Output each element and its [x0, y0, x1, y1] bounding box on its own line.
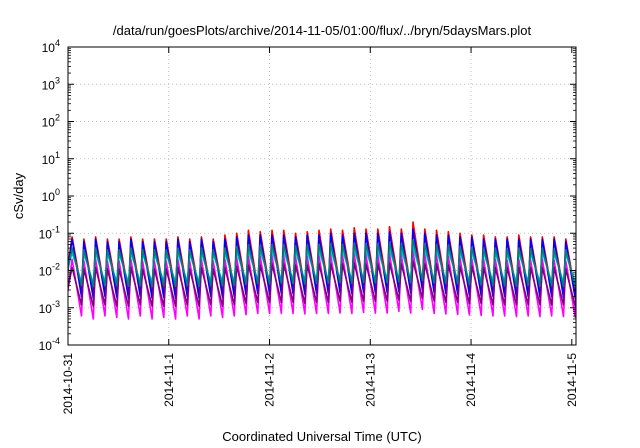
x-tick-label: 2014-11-1: [162, 353, 176, 407]
y-tick-label: 103: [42, 75, 60, 92]
y-tick-label: 104: [42, 38, 60, 55]
x-tick-label: 2014-11-3: [363, 353, 377, 407]
axis-ticks: [67, 46, 576, 346]
series-line-4: [68, 260, 576, 307]
y-tick-label: 10-2: [39, 262, 60, 279]
series-layer: [68, 221, 576, 320]
y-tick-label: 100: [42, 187, 60, 204]
x-tick-labels: 2014-10-31 2014-11-1 2014-11-2 2014-11-3 201…: [61, 353, 579, 415]
x-tick-label: 2014-11-5: [565, 353, 579, 407]
series-line-5: [68, 239, 576, 288]
y-tick-label: 10-4: [39, 336, 60, 353]
x-tick-label: 2014-11-2: [263, 353, 277, 407]
chart-title: /data/run/goesPlots/archive/2014-11-05/0…: [113, 23, 532, 38]
x-tick-label: 2014-10-31: [61, 353, 75, 415]
y-tick-label: 102: [42, 113, 60, 130]
y-tick-label: 101: [42, 150, 60, 167]
x-axis-label: Coordinated Universal Time (UTC): [222, 429, 421, 444]
y-tick-label: 10-1: [39, 224, 60, 241]
x-tick-label: 2014-11-4: [464, 353, 478, 407]
y-tick-label: 10-3: [39, 299, 60, 316]
y-axis-label: cSv/day: [11, 172, 26, 219]
y-tick-labels: 10-4 10-3 10-2 10-1 100 101 102 103 104: [39, 38, 60, 353]
